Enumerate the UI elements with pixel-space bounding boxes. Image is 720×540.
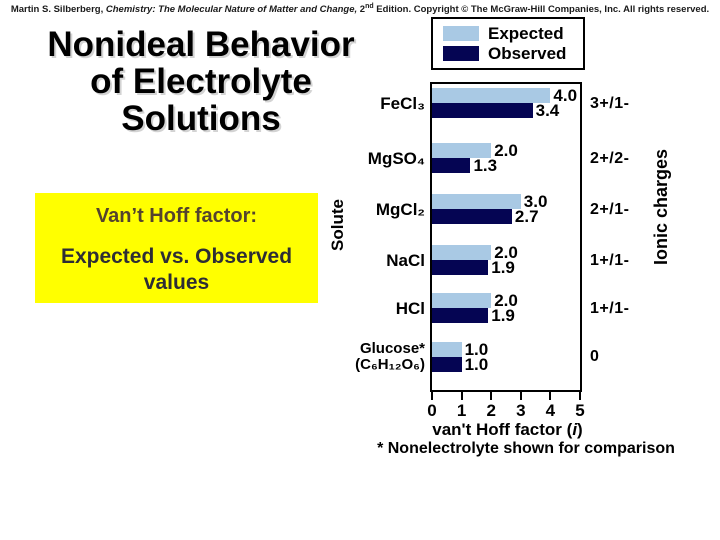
charge-label-glucose: 0 bbox=[590, 348, 600, 365]
tick-mark bbox=[579, 392, 581, 400]
bar-value-label: 3.4 bbox=[535, 101, 560, 120]
charge-label-mgso4: 2+/2- bbox=[590, 150, 630, 167]
observed-bar bbox=[432, 308, 489, 323]
copyright-line: Martin S. Silberberg, Chemistry: The Mol… bbox=[0, 3, 720, 15]
right-axis-title: Ionic charges bbox=[651, 148, 671, 266]
glucose-formula: (C₆H₁₂O₆) bbox=[355, 356, 425, 373]
chart-footnote: * Nonelectrolyte shown for comparison bbox=[377, 440, 675, 457]
chart-plot-area: 4.0 3.4 2.0 1.3 3.0 2.7 2.0 bbox=[430, 82, 582, 392]
solute-label-glucose: Glucose* (C₆H₁₂O₆) bbox=[328, 341, 425, 373]
title-line-1: Nonideal Behavior bbox=[47, 25, 355, 64]
tick-mark bbox=[490, 392, 493, 400]
x-tick-label: 5 bbox=[575, 401, 585, 420]
expected-bar bbox=[432, 293, 492, 308]
solute-label-nacl: NaCl bbox=[386, 251, 425, 270]
x-axis-title: van't Hoff factor (i) bbox=[415, 420, 600, 440]
observed-bar bbox=[432, 103, 533, 118]
solute-label-mgcl2: MgCl₂ bbox=[375, 200, 425, 219]
observed-bar bbox=[432, 357, 462, 372]
barline: 3.0 bbox=[432, 192, 580, 211]
x-axis-title-close: ) bbox=[577, 420, 583, 439]
expected-bar bbox=[432, 88, 551, 103]
solute-label-fecl3: FeCl₃ bbox=[380, 94, 425, 113]
bar-group-mgso4: 2.0 1.3 bbox=[432, 141, 580, 175]
expected-bar bbox=[432, 194, 521, 209]
legend-label-expected: Expected bbox=[488, 24, 564, 43]
observed-swatch bbox=[443, 46, 479, 61]
callout-box: Van’t Hoff factor: Expected vs. Observed… bbox=[35, 193, 318, 303]
callout-subtext: Expected vs. Observed values bbox=[60, 245, 293, 294]
barline: 2.0 bbox=[432, 141, 580, 160]
bar-value-label: 1.0 bbox=[464, 355, 489, 374]
bar-value-label: 1.9 bbox=[491, 258, 515, 277]
x-tick-label: 3 bbox=[516, 401, 526, 420]
page-title: Nonideal Behavior of Electrolyte Solutio… bbox=[8, 26, 394, 137]
bar-group-mgcl2: 3.0 2.7 bbox=[432, 192, 580, 226]
title-line-3: Solutions bbox=[121, 99, 281, 138]
barline: 2.0 bbox=[432, 291, 580, 310]
solute-label-mgso4: MgSO₄ bbox=[367, 149, 425, 168]
bar-value-label: 1.9 bbox=[491, 306, 515, 325]
charge-label-fecl3: 3+/1- bbox=[590, 95, 630, 112]
expected-swatch bbox=[443, 26, 479, 41]
copyright-text: Martin S. Silberberg, bbox=[10, 4, 106, 16]
x-axis-title-text: van't Hoff factor ( bbox=[432, 420, 573, 439]
bar-value-label: 4.0 bbox=[553, 86, 578, 105]
glucose-name: Glucose* bbox=[359, 340, 425, 357]
charge-label-mgcl2: 2+/1- bbox=[590, 201, 630, 218]
bar-value-label: 1.0 bbox=[464, 340, 489, 359]
observed-bar bbox=[432, 158, 471, 173]
x-tick-label: 2 bbox=[486, 401, 496, 420]
x-axis: 0 1 2 3 4 5 bbox=[427, 392, 585, 422]
x-tick-label: 4 bbox=[545, 401, 556, 420]
tick-mark bbox=[519, 392, 522, 400]
legend-row-expected: Expected bbox=[443, 25, 577, 42]
observed-bar bbox=[432, 209, 512, 224]
expected-bar bbox=[432, 245, 492, 260]
bar-group-fecl3: 4.0 3.4 bbox=[432, 86, 580, 120]
callout-heading: Van’t Hoff factor: bbox=[95, 205, 258, 227]
tick-mark bbox=[460, 392, 463, 400]
barline: 1.0 bbox=[432, 355, 580, 374]
copyright-edition-number: 2 bbox=[359, 4, 366, 16]
observed-bar bbox=[432, 260, 489, 275]
bar-value-label: 2.0 bbox=[494, 243, 518, 262]
copyright-rights-text: Edition. Copyright © The McGraw-Hill Com… bbox=[373, 4, 710, 16]
charge-label-hcl: 1+/1- bbox=[590, 300, 630, 317]
bar-value-label: 3.0 bbox=[523, 192, 548, 211]
barline: 2.0 bbox=[432, 243, 580, 262]
barline: 1.0 bbox=[432, 340, 580, 359]
bar-value-label: 2.0 bbox=[494, 291, 518, 310]
barline: 4.0 bbox=[432, 86, 580, 105]
barline: 2.7 bbox=[432, 207, 580, 226]
x-axis-title-variable: i bbox=[572, 420, 578, 439]
legend-row-observed: Observed bbox=[443, 45, 577, 62]
barline: 1.9 bbox=[432, 306, 580, 325]
expected-bar bbox=[432, 143, 492, 158]
legend-label-observed: Observed bbox=[488, 44, 567, 63]
x-tick-label: 0 bbox=[427, 401, 437, 420]
y-axis-title: Solute bbox=[328, 199, 347, 251]
x-tick-label: 1 bbox=[456, 401, 467, 420]
copyright-edition-suffix: nd bbox=[365, 3, 374, 10]
title-line-2: of Electrolyte bbox=[90, 62, 312, 101]
barline: 1.9 bbox=[432, 258, 580, 277]
tick-mark bbox=[431, 392, 433, 400]
tick-mark bbox=[549, 392, 552, 400]
bar-value-label: 1.3 bbox=[473, 156, 498, 175]
charge-label-nacl: 1+/1- bbox=[590, 252, 630, 269]
bar-value-label: 2.7 bbox=[514, 207, 539, 226]
bar-group-hcl: 2.0 1.9 bbox=[432, 291, 580, 325]
copyright-book-title: Chemistry: The Molecular Nature of Matte… bbox=[105, 4, 360, 16]
bar-group-nacl: 2.0 1.9 bbox=[432, 243, 580, 277]
bar-value-label: 2.0 bbox=[494, 141, 518, 160]
barline: 3.4 bbox=[432, 101, 580, 120]
solute-label-hcl: HCl bbox=[395, 299, 425, 318]
expected-bar bbox=[432, 342, 462, 357]
barline: 1.3 bbox=[432, 156, 580, 175]
bar-group-glucose: 1.0 1.0 bbox=[432, 340, 580, 374]
chart-legend: Expected Observed bbox=[431, 17, 585, 70]
